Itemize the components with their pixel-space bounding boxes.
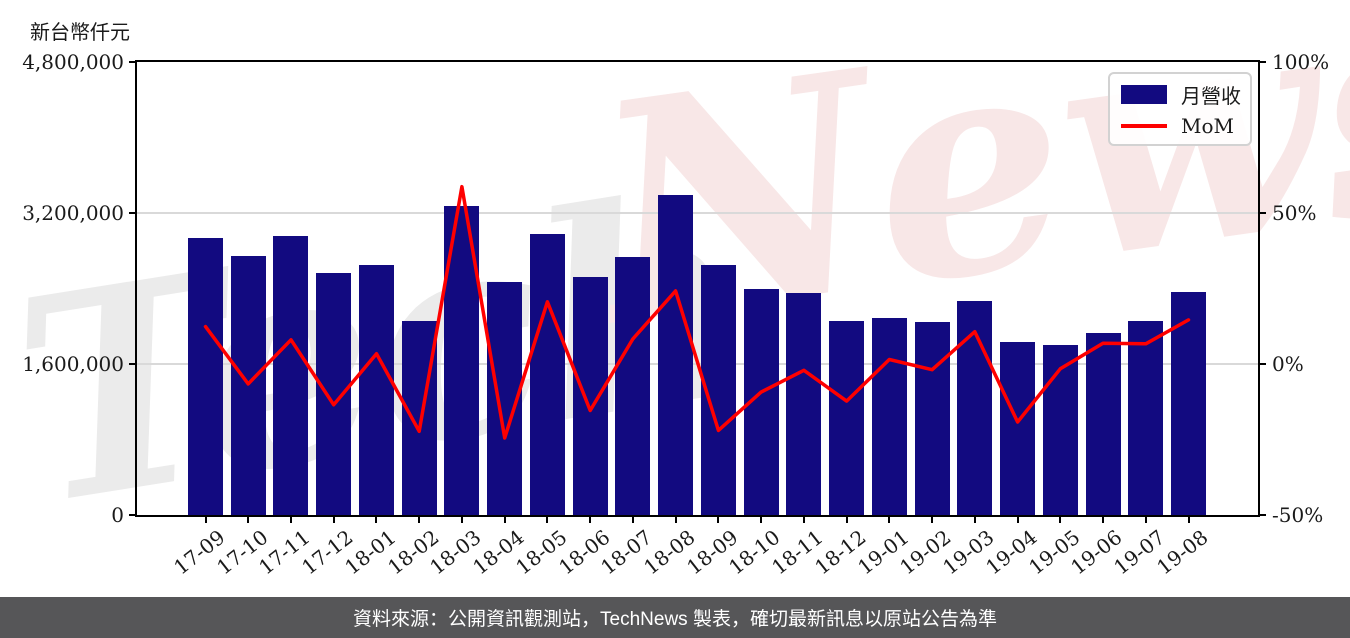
x-tick [589, 515, 592, 523]
x-tick [802, 515, 805, 523]
mom-line [203, 184, 1191, 440]
bar-19-04 [1000, 341, 1036, 515]
x-tick [631, 515, 634, 523]
x-tick [204, 515, 207, 523]
bar-17-10 [230, 256, 266, 515]
left-axis-tick-label: 1,600,000 [22, 352, 124, 376]
revenue-swatch-icon [1121, 85, 1167, 105]
bar-17-09 [188, 238, 223, 515]
right-tick [1258, 514, 1266, 516]
legend-mom-label: MoM [1181, 113, 1234, 138]
mom-polyline [203, 184, 1191, 440]
bar-19-02 [914, 321, 950, 515]
bar-19-08 [1171, 292, 1207, 515]
bar-19-03 [957, 300, 993, 515]
bar-18-08 [658, 195, 694, 515]
right-tick [1258, 61, 1266, 63]
right-axis-tick-label: 50% [1272, 201, 1317, 225]
x-tick [546, 515, 549, 523]
left-axis-tick-label: 3,200,000 [22, 201, 124, 225]
bar-19-07 [1128, 320, 1164, 515]
left-tick [129, 514, 137, 516]
gridline [137, 212, 1258, 214]
bar-18-07 [615, 257, 651, 515]
bar-18-01 [358, 264, 394, 515]
x-tick [418, 515, 421, 523]
x-tick [931, 515, 934, 523]
bar-19-05 [1042, 344, 1078, 515]
mom-swatch-icon [1121, 123, 1167, 128]
bar-17-12 [316, 273, 352, 515]
bar-19-01 [871, 317, 907, 515]
right-axis-tick-label: -50% [1272, 503, 1324, 527]
bar-18-05 [529, 233, 565, 515]
bar-18-11 [786, 293, 822, 515]
left-tick [129, 363, 137, 365]
source-caption: 資料來源：公開資訊觀測站，TechNews 製表，確切最新訊息以原站公告為準 [0, 597, 1350, 638]
bar-17-11 [273, 235, 309, 515]
bar-18-06 [572, 277, 608, 515]
x-tick [460, 515, 463, 523]
right-axis-tick-label: 0% [1272, 352, 1304, 376]
x-tick [1059, 515, 1062, 523]
x-tick [1187, 515, 1190, 523]
x-tick [503, 515, 506, 523]
left-tick [129, 61, 137, 63]
bar-18-12 [829, 320, 865, 515]
x-tick [332, 515, 335, 523]
x-tick [674, 515, 677, 523]
legend-row-revenue: 月營收 [1110, 80, 1250, 109]
x-tick [760, 515, 763, 523]
left-axis-unit-label: 新台幣仟元 [30, 20, 130, 44]
x-tick [247, 515, 250, 523]
x-tick [289, 515, 292, 523]
bar-19-06 [1085, 332, 1121, 515]
right-axis-tick-label: 100% [1272, 50, 1330, 74]
bar-18-02 [401, 320, 437, 515]
x-tick [1016, 515, 1019, 523]
left-axis-tick-label: 4,800,000 [22, 50, 124, 74]
x-tick [1102, 515, 1105, 523]
left-tick [129, 212, 137, 214]
legend: 月營收 MoM [1108, 72, 1252, 146]
plot-area [135, 60, 1260, 517]
legend-revenue-label: 月營收 [1181, 84, 1241, 109]
x-tick [888, 515, 891, 523]
revenue-bars [137, 62, 1258, 515]
x-tick [375, 515, 378, 523]
right-tick [1258, 363, 1266, 365]
x-tick [845, 515, 848, 523]
right-tick [1258, 212, 1266, 214]
x-tick [973, 515, 976, 523]
x-tick [1144, 515, 1147, 523]
legend-row-mom: MoM [1110, 114, 1250, 138]
left-axis-tick-label: 0 [111, 503, 124, 527]
x-tick [717, 515, 720, 523]
